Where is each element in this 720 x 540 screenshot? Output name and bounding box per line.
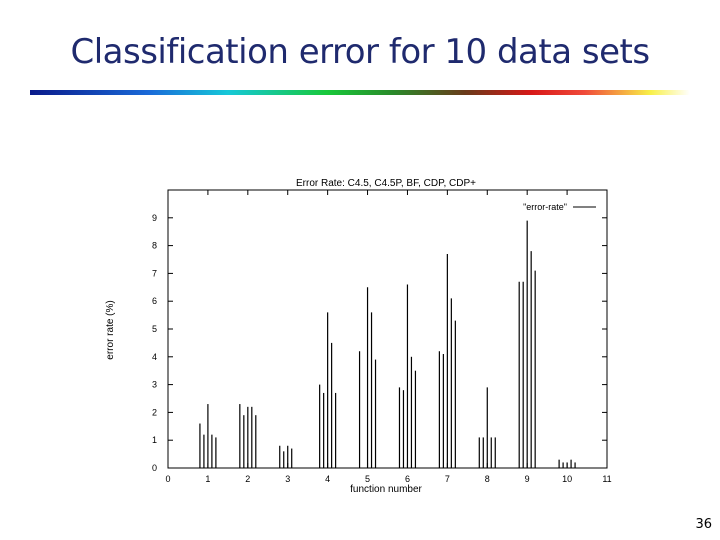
x-tick-label: 11: [602, 474, 611, 484]
x-tick-label: 2: [245, 474, 250, 484]
title-divider: [30, 90, 690, 95]
y-tick-label: 2: [152, 407, 157, 417]
legend: "error-rate": [523, 202, 596, 212]
x-tick-label: 8: [485, 474, 490, 484]
x-axis: 0 1 2 3 4 5 6 7 8 9 10 11: [165, 190, 612, 484]
x-tick-label: 6: [405, 474, 410, 484]
y-axis-label: error rate (%): [105, 300, 116, 359]
page-number: 36: [695, 517, 712, 532]
x-tick-label: 5: [365, 474, 370, 484]
x-tick-label: 4: [325, 474, 330, 484]
y-tick-label: 6: [152, 296, 157, 306]
y-axis: 0 1 2 3 4 5 6 7 8 9: [152, 213, 607, 473]
y-tick-label: 0: [152, 463, 157, 473]
x-tick-label: 10: [562, 474, 572, 484]
y-tick-label: 9: [152, 213, 157, 223]
x-tick-label: 1: [205, 474, 210, 484]
plot-frame: [167, 189, 608, 469]
x-axis-label: function number: [350, 484, 422, 495]
bar-series: [199, 220, 576, 468]
y-tick-label: 7: [152, 268, 157, 278]
x-tick-label: 9: [525, 474, 530, 484]
x-tick-label: 0: [165, 474, 170, 484]
y-tick-label: 1: [152, 435, 157, 445]
x-tick-label: 7: [445, 474, 450, 484]
y-tick-label: 5: [152, 324, 157, 334]
y-tick-label: 3: [152, 380, 157, 390]
legend-label: "error-rate": [523, 202, 567, 212]
x-tick-label: 3: [285, 474, 290, 484]
slide-title: Classification error for 10 data sets: [70, 32, 650, 72]
y-tick-label: 4: [152, 352, 157, 362]
chart-title: Error Rate: C4.5, C4.5P, BF, CDP, CDP+: [296, 178, 476, 189]
y-tick-label: 8: [152, 241, 157, 251]
